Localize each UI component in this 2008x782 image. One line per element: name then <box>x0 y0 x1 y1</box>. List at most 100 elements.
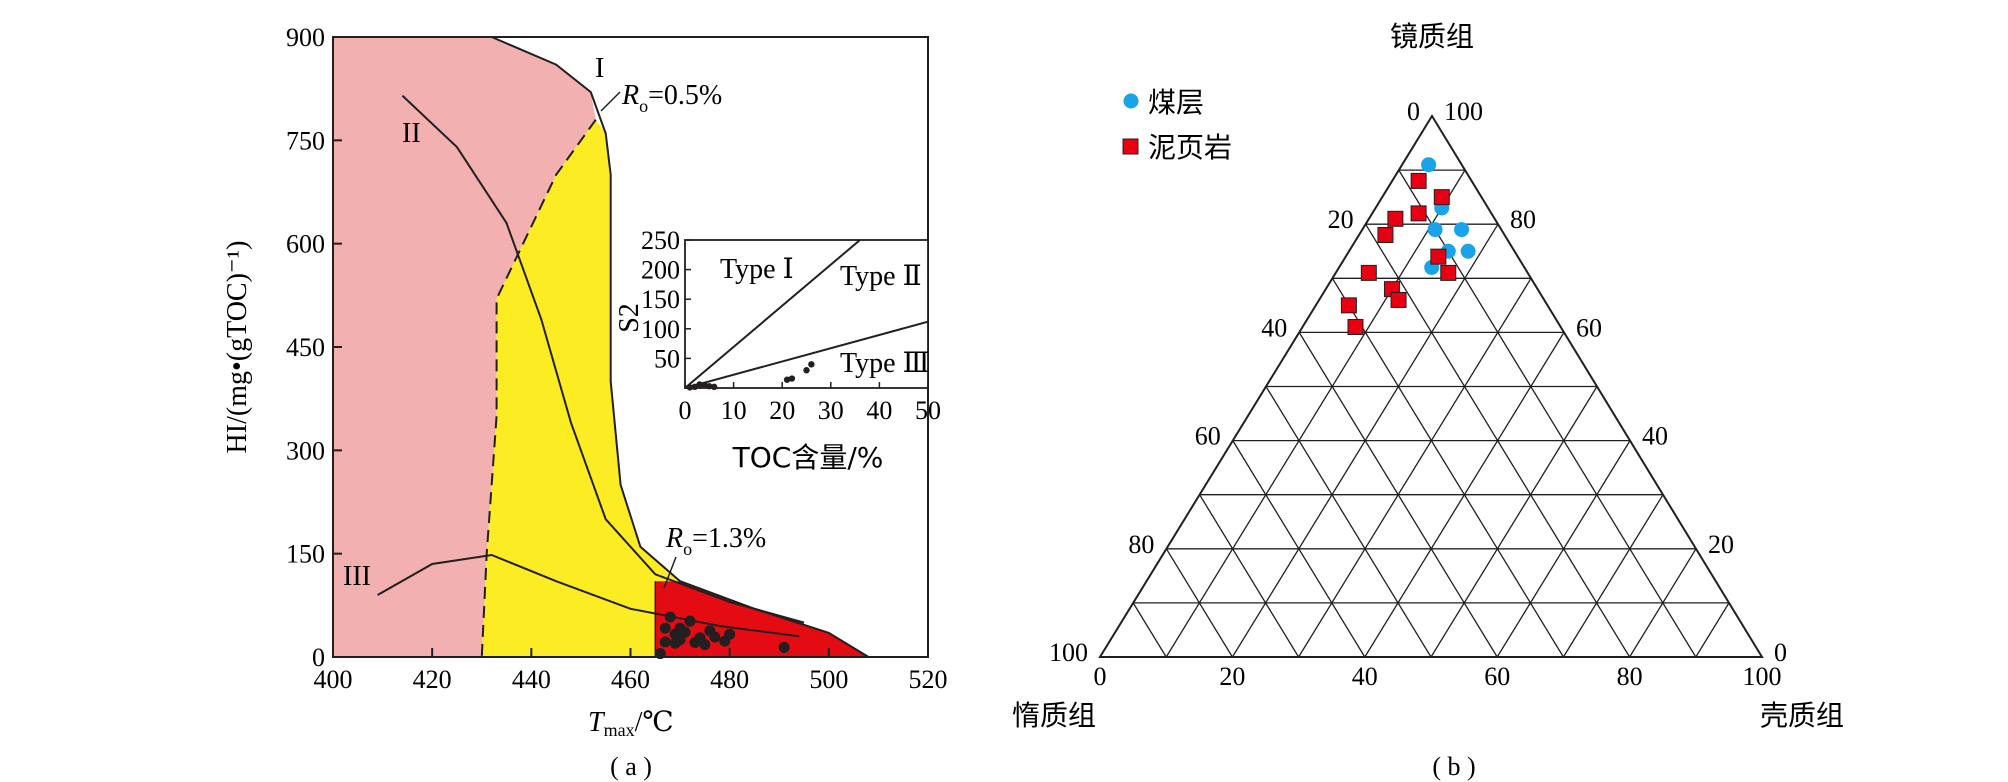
mudstone-point <box>1410 205 1427 222</box>
inset-x-tick-label: 30 <box>818 396 844 425</box>
ternary-grid-line-left <box>1331 277 1564 658</box>
coal-seam-point <box>1454 222 1470 238</box>
data-point <box>724 628 736 640</box>
x-label-unit: /℃ <box>635 707 674 738</box>
mudstone-point <box>1347 318 1364 335</box>
ternary-right-edge-tick: 20 <box>1708 530 1734 559</box>
x-label-main: T <box>588 707 606 738</box>
x-tick-label: 460 <box>611 665 650 694</box>
ternary-left-edge-tick: 0 <box>1407 97 1420 126</box>
kerogen-type-curves <box>377 36 870 658</box>
coal-seam-point <box>1460 243 1476 259</box>
legend-shale-label: 泥页岩 <box>1148 131 1232 164</box>
ternary-data-points <box>1340 157 1476 335</box>
ternary-vertex-top-label: 镜质组 <box>1390 20 1474 53</box>
ternary-left-edge-tick: 80 <box>1128 530 1154 559</box>
inset-frame <box>684 239 929 389</box>
inset-content <box>684 239 929 391</box>
ternary-left-edge-tick: 40 <box>1261 313 1287 342</box>
inset-x-label: TOC含量/% <box>732 441 884 474</box>
ro-13-r: R <box>665 523 683 554</box>
inset-x-tick-label: 50 <box>915 396 941 425</box>
y-tick-label: 0 <box>312 643 325 672</box>
mudstone-point <box>1430 248 1447 265</box>
inset-x-tick-label: 0 <box>679 396 692 425</box>
ternary-right-edge-tick: 40 <box>1642 422 1668 451</box>
immature-zone <box>333 37 596 657</box>
inset-data-point <box>808 361 815 368</box>
data-point <box>778 641 790 653</box>
ternary-grid-line-right <box>1695 602 1730 658</box>
ro-13-sub: o <box>683 539 692 559</box>
mudstone-point <box>1433 189 1450 206</box>
data-point <box>664 611 676 623</box>
mudstone-point <box>1390 291 1407 308</box>
ternary-grid-line-right <box>1165 169 1466 658</box>
inset-data-point <box>710 383 718 391</box>
curve-type-3 <box>377 553 800 638</box>
maturity-zones <box>333 37 869 657</box>
y-tick-label: 900 <box>286 23 325 52</box>
ternary-tick-labels: 0 0 0 20 20 20 40 40 40 60 60 60 80 80 80 100 100 100 <box>1049 97 1787 691</box>
ternary-grid-line-right <box>1298 277 1532 658</box>
inset-y-tick-label: 50 <box>654 344 680 373</box>
ternary-bottom-edge-tick: 20 <box>1219 662 1245 691</box>
data-point <box>679 626 691 638</box>
ternary-vertex-right-label: 壳质组 <box>1760 699 1844 732</box>
panel-b-caption: ( b ) <box>1432 752 1475 781</box>
ro-05-value: =0.5% <box>648 80 722 111</box>
mudstone-point <box>1340 297 1357 314</box>
ternary-right-edge-tick: 80 <box>1510 205 1536 234</box>
x-tick-label: 520 <box>909 665 948 694</box>
ternary-grid-line-left <box>1232 440 1366 658</box>
curve-label-type1: I <box>595 53 604 84</box>
ternary-grid-line-left <box>1199 494 1300 658</box>
coal-seam-point <box>1421 157 1437 173</box>
inset-background <box>685 240 928 388</box>
inset-label-type1: Type Ⅰ <box>720 254 794 285</box>
y-tick-label: 450 <box>286 333 325 362</box>
inset-y-tick-label: 200 <box>641 256 680 285</box>
data-point <box>694 632 706 644</box>
ternary-grid-line-left <box>1165 548 1233 658</box>
ternary-left-edge-tick: 20 <box>1328 205 1354 234</box>
mudstone-point <box>1360 264 1377 281</box>
x-tick-label: 440 <box>512 665 551 694</box>
legend-shale-marker <box>1122 138 1139 155</box>
x-tick-label: 500 <box>809 665 848 694</box>
ro-05-boundary <box>480 119 597 658</box>
inset-x-tick-label: 10 <box>721 396 747 425</box>
ternary-grid-line-right <box>1430 386 1598 658</box>
inset-data-point <box>788 375 796 382</box>
panel-a-data-points <box>654 611 790 660</box>
inset-x-tick-label: 40 <box>866 396 892 425</box>
y-tick-label: 600 <box>286 230 325 259</box>
ternary-bottom-edge-tick: 80 <box>1617 662 1643 691</box>
inset-data-point <box>696 381 703 388</box>
x-tick-label: 480 <box>710 665 749 694</box>
y-tick-label: 300 <box>286 436 325 465</box>
y-tick-label: 750 <box>286 126 325 155</box>
panel-b-ternary-chart: 0 0 0 20 20 20 40 40 40 60 60 60 80 80 80 100 100 100 镜质组… <box>1012 20 1844 781</box>
inset-y-tick-label: 100 <box>641 315 680 344</box>
legend-coal-marker <box>1123 93 1139 109</box>
x-tick-label: 420 <box>413 665 452 694</box>
legend: 煤层 泥页岩 <box>1122 86 1232 164</box>
ternary-left-edge-tick: 100 <box>1049 638 1088 667</box>
data-point <box>659 622 671 634</box>
inset-data-point <box>783 376 791 383</box>
inset-data-point <box>803 367 810 374</box>
inset-y-label: S2 <box>614 303 645 333</box>
ternary-left-edge-tick: 60 <box>1195 422 1221 451</box>
data-point <box>684 615 696 627</box>
legend-coal-label: 煤层 <box>1148 86 1204 119</box>
ternary-bottom-edge-tick: 0 <box>1094 662 1107 691</box>
ternary-bottom-edge-tick: 100 <box>1743 662 1782 691</box>
ro-13-value: =1.3% <box>692 523 766 554</box>
inset-y-tick-label: 250 <box>641 226 680 255</box>
curve-label-type2: II <box>402 118 421 149</box>
ternary-grid-line-right <box>1496 440 1631 658</box>
ternary-grid-line-right <box>1562 494 1664 658</box>
inset-x-tick-label: 20 <box>769 396 795 425</box>
